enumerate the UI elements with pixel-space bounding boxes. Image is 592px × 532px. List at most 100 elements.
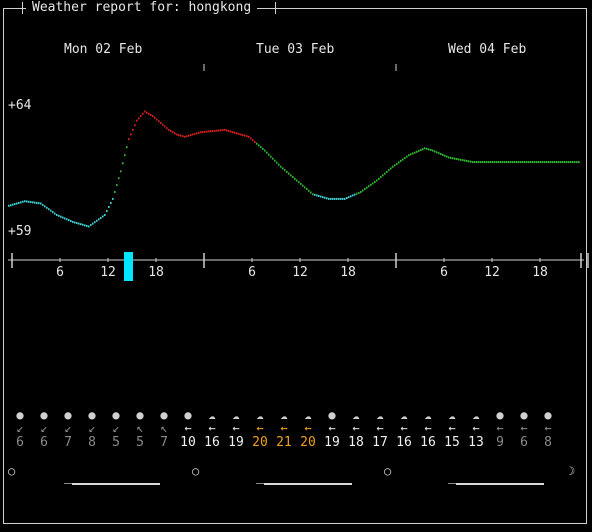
cloud-icon: ☁ (400, 408, 408, 422)
temperature-point (132, 128, 134, 131)
temperature-point (528, 161, 530, 164)
temperature-point (356, 192, 358, 195)
temperature-point (14, 203, 16, 206)
temperature-point (574, 161, 576, 164)
clear-night-icon: ● (496, 408, 504, 422)
wind-direction-arrow-icon: ← (184, 421, 192, 435)
wind-speed-value: 5 (112, 435, 120, 450)
wind-speed-value: 8 (88, 435, 96, 450)
temperature-point (272, 157, 274, 160)
temperature-point (276, 161, 278, 164)
temperature-point (86, 224, 88, 227)
temperature-point (502, 161, 504, 164)
temperature-point (488, 161, 490, 164)
temperature-point (110, 201, 112, 204)
temperature-point (26, 200, 28, 203)
temperature-point (572, 161, 574, 164)
moon-phase-icon: ○ (192, 464, 200, 478)
wind-speed-value: 16 (396, 435, 412, 450)
temperature-point (216, 129, 218, 132)
wind-direction-arrow-icon: ← (424, 421, 432, 435)
temperature-point (78, 222, 80, 225)
temperature-point (380, 176, 382, 179)
wind-direction-arrow-icon: ← (448, 421, 456, 435)
wind-speed-value: 19 (324, 435, 340, 450)
temperature-point (310, 191, 312, 194)
temperature-point (98, 218, 100, 221)
temperature-point (212, 130, 214, 133)
temperature-point (518, 161, 520, 164)
temperature-point (112, 197, 114, 200)
temperature-point (134, 124, 136, 127)
temperature-point (390, 167, 392, 170)
temperature-point (462, 159, 464, 162)
wind-direction-arrow-icon: ← (520, 421, 528, 435)
wind-direction-arrow-icon: ← (256, 421, 264, 435)
temperature-point (34, 201, 36, 204)
wind-direction-arrow-icon: ← (304, 421, 312, 435)
temperature-point (514, 161, 516, 164)
temperature-point (214, 129, 216, 132)
dawn-segment (448, 483, 456, 484)
wind-speed-value: 6 (520, 435, 528, 450)
temperature-point (42, 203, 44, 206)
temperature-point (376, 179, 378, 182)
temperature-point (492, 161, 494, 164)
temperature-point (198, 131, 200, 134)
temperature-point (72, 220, 74, 223)
temperature-point (156, 118, 158, 121)
temperature-point (166, 127, 168, 130)
temperature-point (426, 147, 428, 150)
wind-speed-value: 15 (444, 435, 460, 450)
temperature-point (346, 197, 348, 200)
temperature-point (180, 134, 182, 137)
temperature-point (246, 135, 248, 138)
temperature-point (328, 197, 330, 200)
temperature-point (468, 160, 470, 163)
wind-direction-arrow-icon: ← (280, 421, 288, 435)
temperature-point (320, 195, 322, 198)
wind-speed-value: 16 (420, 435, 436, 450)
temperature-point (372, 182, 374, 185)
temperature-point (224, 128, 226, 131)
clear-night-icon: ● (88, 408, 96, 422)
temperature-point (94, 221, 96, 224)
clear-night-icon: ● (112, 408, 120, 422)
clear-night-icon: ● (328, 408, 336, 422)
temperature-point (382, 174, 384, 177)
temperature-point (250, 137, 252, 140)
moon-phase-icon: ☽ (568, 464, 576, 478)
temperature-point (534, 161, 536, 164)
temperature-point (128, 138, 130, 141)
temperature-point (70, 220, 72, 223)
wind-direction-arrow-icon: ← (208, 421, 216, 435)
temperature-point (452, 157, 454, 160)
temperature-point (560, 161, 562, 164)
temperature-point (506, 161, 508, 164)
temperature-point (192, 133, 194, 136)
dawn-segment (64, 483, 72, 484)
temperature-point (144, 110, 146, 113)
temperature-point (164, 125, 166, 128)
dawn-segment (256, 483, 264, 484)
temperature-point (278, 163, 280, 166)
temperature-point (142, 112, 144, 115)
temperature-point (294, 177, 296, 180)
temperature-point (386, 170, 388, 173)
temperature-point (20, 201, 22, 204)
temperature-point (520, 161, 522, 164)
temperature-point (456, 158, 458, 161)
temperature-point (504, 161, 506, 164)
temp-min-label: +59 (8, 224, 32, 239)
temperature-point (524, 161, 526, 164)
temperature-point (258, 144, 260, 147)
temperature-point (38, 202, 40, 205)
temperature-point (80, 223, 82, 226)
temperature-point (398, 161, 400, 164)
temperature-point (532, 161, 534, 164)
wind-direction-arrow-icon: ↖ (160, 421, 168, 435)
temperature-point (352, 194, 354, 197)
wind-speed-value: 10 (180, 435, 196, 450)
clear-night-icon: ● (520, 408, 528, 422)
temperature-point (104, 214, 106, 216)
